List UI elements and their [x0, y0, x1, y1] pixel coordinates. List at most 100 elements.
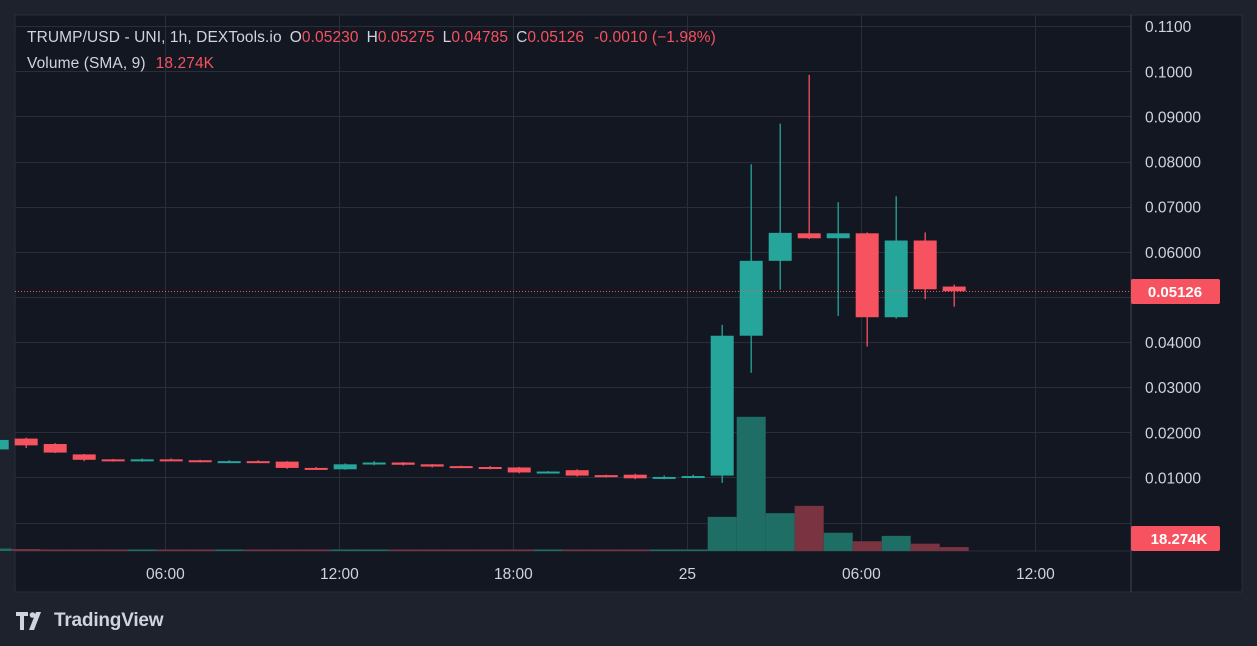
volume-bar-down — [243, 549, 273, 551]
candle-body-up — [739, 260, 763, 336]
ohlc-legend: TRUMP/USD - UNI, 1h, DEXTools.io O0.05230… — [27, 29, 716, 47]
close-value: 0.05126 — [527, 29, 585, 46]
time-tick-label: 06:00 — [842, 566, 881, 583]
price-tick-label: 0.07000 — [1145, 200, 1201, 217]
time-tick-label: 18:00 — [494, 566, 533, 583]
volume-bar-up — [214, 549, 244, 551]
close-label: C — [516, 29, 528, 46]
brand-name: TradingView — [54, 610, 164, 631]
chart-pane — [14, 14, 1243, 593]
volume-bar-down — [852, 541, 882, 551]
volume-bar-down — [301, 549, 331, 551]
volume-bar-down — [910, 543, 940, 551]
candle-body-up — [710, 335, 734, 476]
volume-bar-up — [359, 549, 389, 551]
last-price-badge-text: 0.05126 — [1148, 284, 1202, 301]
tradingview-logo-icon — [16, 612, 41, 630]
candle-body-up — [217, 461, 241, 464]
candle-body-down — [159, 459, 183, 462]
last-price-badge: 0.05126 — [1131, 279, 1220, 304]
candle-body-down — [101, 459, 125, 462]
candle-body-down — [913, 240, 937, 290]
price-tick-label: 0.08000 — [1145, 155, 1201, 172]
volume-bar-up — [649, 549, 679, 551]
candle-body-up — [826, 233, 850, 239]
volume-bar-up — [0, 548, 12, 551]
candle-body-up — [130, 459, 154, 462]
price-tick-label: 0.04000 — [1145, 335, 1201, 352]
price-change: -0.0010 (−1.98%) — [594, 29, 716, 46]
high-value: 0.05275 — [377, 29, 435, 46]
volume-bar-down — [185, 549, 215, 551]
candle-body-down — [507, 467, 531, 473]
candle-body-down — [14, 438, 38, 446]
time-tick-label: 12:00 — [1016, 566, 1055, 583]
volume-bar-down — [417, 549, 447, 551]
candle-body-down — [420, 464, 444, 467]
time-tick-label: 12:00 — [320, 566, 359, 583]
time-axis[interactable]: 06:00 12:00 18:00 25 06:00 12:00 — [146, 566, 1055, 583]
candle-body-down — [623, 474, 647, 479]
price-axis[interactable]: 0.1100 0.1000 0.09000 0.08000 0.07000 0.06000… — [1145, 19, 1201, 487]
volume-bar-up — [533, 549, 563, 551]
volume-bar-down — [794, 505, 824, 551]
volume-bar-down — [562, 549, 592, 551]
candle-body-down — [478, 467, 502, 470]
volume-bar-down — [98, 549, 128, 551]
candle-body-down — [246, 461, 270, 464]
price-tick-label: 0.03000 — [1145, 380, 1201, 397]
candle-body-down — [594, 475, 618, 478]
candle-body-up — [681, 476, 705, 479]
volume-bar-up — [881, 535, 911, 551]
volume-label: Volume (SMA, 9) — [27, 55, 146, 72]
volume-bar-up — [823, 532, 853, 551]
volume-bar-up — [330, 549, 360, 551]
volume-value: 18.274K — [155, 55, 215, 72]
price-tick-label: 0.1100 — [1145, 19, 1192, 36]
volume-bar-down — [620, 549, 650, 551]
volume-bar-down — [446, 549, 476, 551]
candle-body-down — [565, 470, 589, 476]
volume-bars — [0, 416, 969, 551]
volume-bar-down — [388, 549, 418, 551]
price-tick-label: 0.02000 — [1145, 425, 1201, 442]
high-label: H — [366, 29, 378, 46]
price-tick-label: 0.06000 — [1145, 245, 1201, 262]
tradingview-brand[interactable]: TradingView — [16, 608, 164, 634]
grid-lines — [15, 15, 1131, 551]
candle-body-down — [391, 462, 415, 465]
candle-body-down — [72, 454, 96, 460]
low-value: 0.04785 — [451, 29, 509, 46]
volume-bar-up — [127, 549, 157, 551]
candle-body-up — [768, 232, 792, 261]
candles — [0, 74, 966, 483]
candle-body-up — [884, 240, 908, 318]
candle-body-up — [362, 462, 386, 465]
candle-body-up — [652, 476, 676, 479]
volume-bar-up — [736, 416, 766, 551]
volume-bar-down — [11, 549, 41, 551]
volume-bar-down — [156, 549, 186, 551]
candle-body-down — [797, 233, 821, 239]
volume-bar-down — [939, 547, 969, 551]
candle-body-down — [275, 461, 299, 468]
low-label: L — [442, 29, 452, 46]
volume-bar-up — [765, 513, 795, 551]
price-tick-label: 0.1000 — [1145, 64, 1193, 81]
candle-body-down — [855, 233, 879, 318]
candle-body-up — [536, 471, 560, 474]
candle-body-down — [43, 444, 67, 453]
price-tick-label: 0.01000 — [1145, 470, 1201, 487]
volume-bar-down — [591, 549, 621, 551]
volume-bar-down — [69, 549, 99, 551]
volume-bar-down — [272, 549, 302, 551]
candle-body-down — [188, 460, 212, 463]
volume-bar-up — [678, 549, 708, 551]
time-tick-label: 25 — [679, 566, 696, 583]
volume-bar-down — [504, 549, 534, 551]
candle-body-down — [942, 286, 966, 292]
volume-legend: Volume (SMA, 9) 18.274K — [27, 55, 214, 73]
candle-body-up — [0, 439, 9, 450]
candle-body-down — [304, 467, 328, 470]
